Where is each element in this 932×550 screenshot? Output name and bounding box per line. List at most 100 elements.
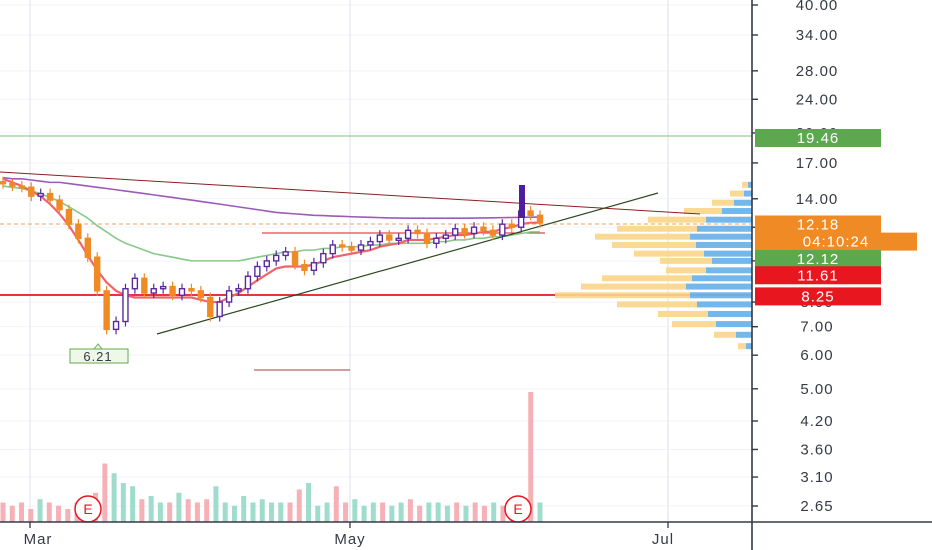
candle-body: [329, 244, 336, 255]
volume-bar: [65, 509, 71, 522]
profile-bar-up: [595, 233, 690, 240]
volume-bar: [19, 502, 25, 522]
volume-bar: [528, 392, 534, 522]
volume-bar: [315, 505, 321, 522]
price-tag-label: 12.18: [797, 216, 840, 233]
volume-bar: [389, 505, 395, 522]
candle-body: [367, 240, 374, 246]
candle-body: [141, 277, 148, 294]
ema-slow-line: [2, 185, 540, 262]
candle-spike: [519, 185, 525, 218]
volume-bar: [417, 505, 423, 522]
profile-bar-down: [736, 331, 752, 338]
volume-bar: [444, 505, 450, 522]
volume-bar: [250, 502, 256, 522]
time-tick-label: Jul: [652, 531, 674, 548]
earnings-marker-label: E: [83, 501, 92, 517]
profile-bar-up: [658, 310, 708, 317]
candle-body: [18, 185, 26, 189]
candle-body: [310, 262, 318, 272]
profile-bar-down: [712, 257, 752, 264]
volume-bar: [306, 483, 312, 522]
volume-bar: [9, 505, 15, 522]
volume-bar: [28, 509, 34, 522]
volume-bar: [269, 502, 274, 522]
price-tick-label: 7.00: [800, 319, 833, 336]
profile-bar-down: [686, 283, 752, 290]
trend-lines: [0, 171, 701, 335]
price-tick-label: 5.00: [800, 381, 833, 398]
volume-bar: [194, 502, 200, 522]
price-tick-label: 14.00: [796, 191, 839, 208]
candle-body: [357, 244, 365, 251]
price-tick-label: 24.00: [796, 91, 839, 108]
candle-body: [536, 214, 544, 224]
volume-bar: [102, 463, 108, 522]
candle-body: [65, 208, 73, 225]
profile-bar-up: [714, 331, 736, 338]
candle-body: [84, 237, 91, 258]
candle-body: [56, 199, 63, 211]
candle-body: [188, 288, 195, 292]
volume-bar: [407, 499, 413, 522]
volume-bar: [176, 492, 182, 522]
volume-bar: [463, 505, 469, 522]
ema-fast-line: [2, 177, 540, 304]
candle-body: [94, 256, 101, 292]
price-tick-label: 34.00: [796, 27, 839, 44]
price-tag-label: 04:10:24: [803, 234, 869, 251]
profile-bar-up: [730, 190, 744, 197]
profile-bar-down: [748, 181, 752, 188]
volume-bar: [241, 496, 247, 522]
volume-bar: [259, 499, 265, 522]
candle-body: [470, 226, 478, 235]
price-tag: [755, 232, 917, 251]
price-tick-label: 6.00: [800, 347, 833, 364]
volume-bar: [213, 486, 219, 522]
candle-body: [75, 223, 82, 240]
candle-body: [414, 229, 421, 235]
profile-bar-down: [708, 310, 752, 317]
profile-bar-up: [617, 225, 697, 232]
candle-body: [254, 265, 261, 277]
price-tag-label: 11.61: [797, 267, 838, 284]
profile-bar-down: [696, 241, 752, 248]
price-tick-label: 17.00: [796, 155, 839, 172]
volume-bar: [185, 499, 191, 522]
candle-body: [159, 285, 167, 290]
candle-body: [178, 288, 186, 296]
moving-averages: [2, 176, 541, 304]
candle-body: [28, 186, 35, 197]
volume-bar: [148, 496, 154, 522]
candle-body: [480, 226, 487, 232]
markers: 6.21 E E: [69, 343, 532, 523]
price-tick-label: 28.00: [796, 63, 839, 80]
candle-body: [301, 263, 308, 272]
candle-body: [499, 223, 506, 236]
volume-bar: [56, 505, 62, 522]
low-label-pointer: [92, 343, 104, 350]
profile-bar-down: [716, 321, 752, 328]
price-tag-label: 12.12: [797, 251, 840, 268]
profile-bar-up: [648, 216, 706, 223]
volume-bar: [130, 486, 136, 522]
earnings-marker-label: E: [513, 501, 522, 517]
profile-bar-down: [722, 208, 752, 215]
price-tick-label: 3.10: [800, 469, 833, 486]
candle-body: [46, 192, 54, 201]
volume-bar: [222, 502, 228, 522]
volume-bar: [343, 502, 349, 522]
price-tag: [755, 266, 881, 285]
grid: [0, 0, 752, 522]
candle-body: [376, 234, 384, 243]
price-tag-label: 8.25: [801, 288, 834, 305]
volume-bar: [46, 502, 52, 522]
profile-bar-down: [704, 250, 752, 257]
candle-body: [452, 228, 459, 236]
candle-body: [273, 254, 280, 262]
profile-bar-up: [634, 250, 704, 257]
profile-bar-up: [684, 208, 722, 215]
volume-bar: [204, 499, 210, 522]
